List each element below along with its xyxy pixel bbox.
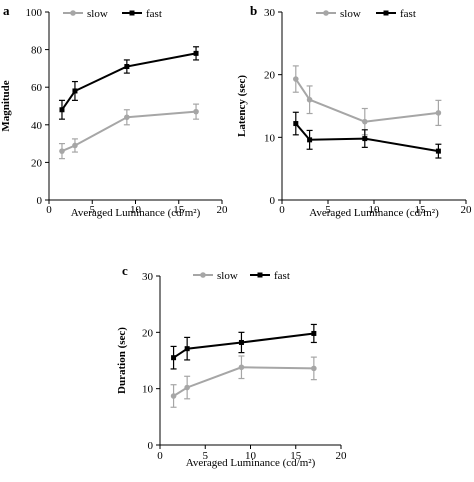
data-point <box>311 330 317 336</box>
y-tick-label: 30 <box>264 7 276 19</box>
x-tick-label: 10 <box>130 204 142 216</box>
y-tick-label: 60 <box>31 82 43 94</box>
data-point <box>184 384 190 391</box>
y-tick-label: 20 <box>142 327 154 339</box>
x-tick-label: 5 <box>90 204 96 216</box>
y-tick-label: 30 <box>142 271 154 283</box>
y-tick-label: 80 <box>31 45 43 57</box>
legend-marker <box>383 10 389 16</box>
data-point <box>307 137 313 143</box>
series-line <box>294 78 439 123</box>
data-point <box>238 339 244 345</box>
series-line <box>173 366 314 397</box>
panel-letter: c <box>122 263 128 278</box>
x-tick-label: 15 <box>290 450 302 462</box>
data-point <box>59 107 65 113</box>
y-axis-label: Duration (sec) <box>116 327 128 394</box>
y-tick-label: 100 <box>26 7 43 19</box>
x-axis-label: Averaged Luminance (cd/m²) <box>71 207 201 219</box>
legend-marker <box>70 10 76 16</box>
x-axis-label: Averaged Luminance (cd/m²) <box>309 207 439 219</box>
legend-marker <box>257 272 263 278</box>
x-tick-label: 0 <box>46 204 52 216</box>
y-tick-label: 0 <box>37 195 43 207</box>
chart-panel-a: a 0 20 40 60 80 100 0 5 10 15 20 Averaged Luminance … <box>0 3 228 219</box>
legend-label: slow <box>87 8 108 20</box>
series-slow <box>58 103 200 160</box>
legend-label: fast <box>400 8 416 20</box>
data-point <box>184 346 190 352</box>
data-point <box>362 136 368 142</box>
data-point <box>293 76 299 82</box>
data-point <box>72 88 78 94</box>
panel-letter: a <box>3 3 10 18</box>
data-point <box>124 114 130 121</box>
data-point <box>171 355 177 361</box>
x-tick-label: 15 <box>173 204 185 216</box>
data-point <box>170 393 177 399</box>
data-point <box>72 142 78 149</box>
legend-item-slow: slow <box>316 8 361 20</box>
legend-item-slow: slow <box>193 270 238 282</box>
y-axis-label: Latency (sec) <box>236 75 248 137</box>
series-line <box>61 110 197 153</box>
chart-panel-b: b 0 10 20 30 0 5 10 15 20 Averaged Luminance (cd/m… <box>236 3 472 219</box>
data-point <box>306 96 313 103</box>
y-tick-label: 0 <box>148 440 154 452</box>
legend-label: fast <box>274 270 290 282</box>
series-slow <box>292 65 442 136</box>
y-tick-label: 20 <box>31 157 43 169</box>
legend-item-fast: fast <box>376 8 416 20</box>
series-line <box>173 332 315 359</box>
y-tick-label: 40 <box>31 120 43 132</box>
series-slow <box>170 355 317 408</box>
x-tick-label: 20 <box>217 204 229 216</box>
data-point <box>238 364 245 371</box>
data-point <box>124 64 130 70</box>
y-axis-label: Magnitude <box>0 80 12 131</box>
series-line <box>61 52 197 111</box>
series-line <box>295 122 439 153</box>
y-tick-label: 10 <box>142 384 154 396</box>
x-tick-label: 15 <box>415 204 427 216</box>
series-fast <box>170 323 317 370</box>
data-point <box>362 118 368 125</box>
chart-panel-c: c 0 10 20 30 0 5 10 15 20 Averaged Luminance (cd/m… <box>116 263 347 469</box>
data-point <box>193 50 199 56</box>
legend-item-fast: fast <box>250 270 290 282</box>
x-tick-label: 10 <box>369 204 381 216</box>
data-point <box>193 108 199 115</box>
x-tick-label: 0 <box>157 450 163 462</box>
x-axis-label: Averaged Luminance (cd/m²) <box>186 457 316 469</box>
legend-marker <box>129 10 135 16</box>
y-tick-label: 20 <box>264 70 276 82</box>
x-tick-label: 20 <box>461 204 473 216</box>
x-tick-label: 10 <box>245 450 257 462</box>
data-point <box>59 148 65 154</box>
x-tick-label: 5 <box>325 204 331 216</box>
legend-marker <box>200 272 206 278</box>
y-tick-label: 0 <box>270 195 276 207</box>
data-point <box>293 121 299 127</box>
legend-item-slow: slow <box>63 8 108 20</box>
legend-label: fast <box>146 8 162 20</box>
y-tick-label: 10 <box>264 132 276 144</box>
legend-item-fast: fast <box>122 8 162 20</box>
series-fast <box>58 46 200 120</box>
series-fast <box>292 111 442 159</box>
data-point <box>435 148 441 154</box>
legend-marker <box>323 10 329 16</box>
x-tick-label: 20 <box>336 450 348 462</box>
x-tick-label: 0 <box>279 204 285 216</box>
legend-label: slow <box>340 8 361 20</box>
legend-label: slow <box>217 270 238 282</box>
data-point <box>435 110 442 116</box>
x-tick-label: 5 <box>203 450 209 462</box>
panel-letter: b <box>250 3 257 18</box>
data-point <box>311 365 317 372</box>
